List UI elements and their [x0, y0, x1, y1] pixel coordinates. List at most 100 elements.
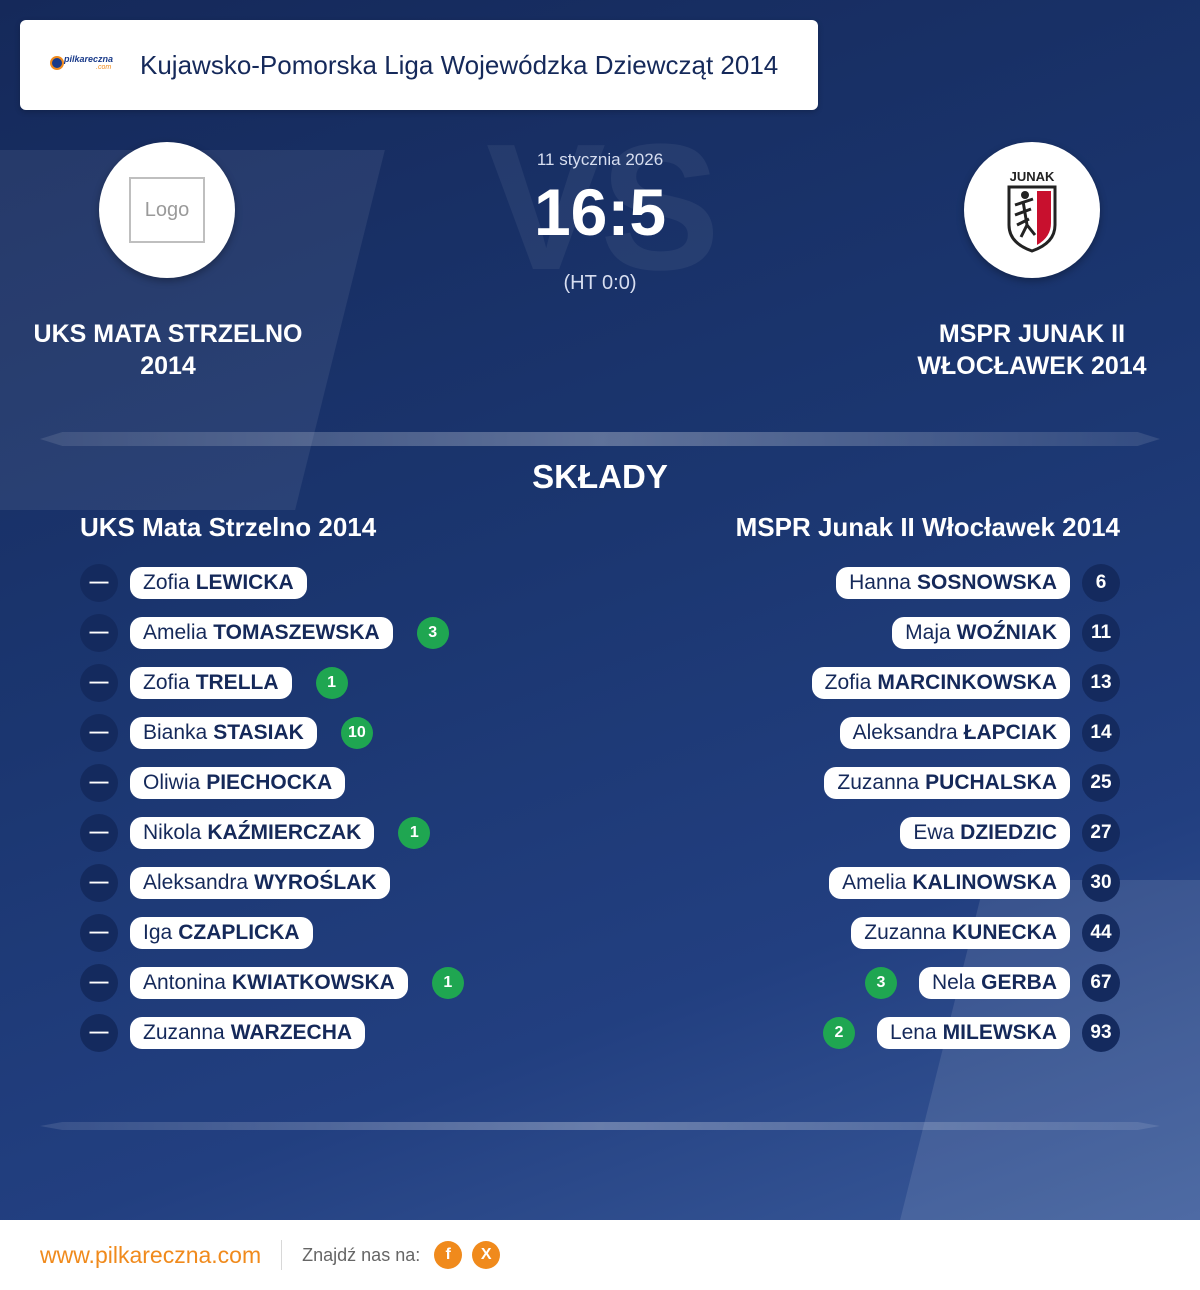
player-name: Amelia TOMASZEWSKA [130, 617, 393, 649]
player-name: Nela GERBA [918, 967, 1070, 999]
shirt-number-badge: 6 [1082, 564, 1120, 602]
junak-logo-text: JUNAK [1010, 169, 1055, 184]
shirt-number-badge: 25 [1082, 764, 1120, 802]
player-name: Nikola KAŹMIERCZAK [130, 817, 375, 849]
junak-crest-icon: JUNAK [1007, 169, 1057, 253]
league-title: Kujawsko-Pomorska Liga Wojewódzka Dziewc… [140, 49, 779, 80]
away-team-name: MSPR JUNAK II WŁOCŁAWEK 2014 [917, 320, 1147, 380]
shirt-number-badge: 67 [1082, 964, 1120, 1002]
player-row: — Zuzanna WARZECHA [80, 1008, 464, 1058]
home-lineup: — Zofia LEWICKA — Amelia TOMASZEWSKA 3— Zofia TR… [80, 558, 464, 1058]
player-name: Bianka STASIAK [130, 717, 317, 749]
player-first-name: Hanna [849, 571, 911, 594]
player-name: Zofia MARCINKOWSKA [811, 667, 1070, 699]
player-name: Antonina KWIATKOWSKA [130, 967, 408, 999]
player-name: Amelia KALINOWSKA [829, 867, 1070, 899]
final-score: 16:5 [533, 175, 667, 249]
away-lineup: Hanna SOSNOWSKA 6 Maja WOŹNIAK 11 Zofia MARCINK… [811, 558, 1120, 1058]
player-row: Hanna SOSNOWSKA 6 [812, 558, 1120, 608]
player-last-name: STASIAK [213, 721, 304, 744]
player-first-name: Lena [889, 1021, 937, 1044]
player-first-name: Amelia [842, 871, 907, 894]
away-lineup-title: MSPR Junak II Włocławek 2014 [735, 512, 1120, 542]
shirt-number-badge: — [80, 764, 118, 802]
player-last-name: SOSNOWSKA [916, 571, 1057, 594]
player-row: — Oliwia PIECHOCKA [80, 758, 464, 808]
goals-badge: 2 [822, 1017, 855, 1049]
x-icon[interactable]: X [472, 1241, 501, 1269]
brand-text: pilkareczna [64, 54, 114, 64]
player-last-name: MILEWSKA [942, 1021, 1057, 1044]
match-date: 11 stycznia 2026 [536, 150, 664, 169]
player-last-name: WARZECHA [230, 1021, 353, 1044]
player-first-name: Nela [931, 971, 976, 994]
shirt-number-badge: — [80, 1014, 118, 1052]
website-link[interactable]: www.pilkareczna.com [40, 1241, 262, 1268]
shirt-number-badge: — [80, 864, 118, 902]
player-row: Amelia KALINOWSKA 30 [812, 858, 1120, 908]
shirt-number-badge: 14 [1082, 714, 1120, 752]
player-first-name: Iga [143, 921, 173, 944]
vs-watermark: VS [485, 107, 720, 308]
player-name: Zofia TRELLA [130, 667, 292, 699]
player-first-name: Aleksandra [852, 721, 958, 744]
player-name: Aleksandra ŁAPCIAK [839, 717, 1070, 749]
player-name: Maja WOŹNIAK [892, 617, 1070, 649]
player-first-name: Zofia [143, 671, 190, 694]
player-row: — Zofia TRELLA 1 [80, 658, 464, 708]
player-first-name: Ewa [913, 821, 955, 844]
player-first-name: Maja [905, 621, 951, 644]
divider [40, 432, 1160, 446]
player-row: Zuzanna PUCHALSKA 25 [812, 758, 1120, 808]
brand-logo[interactable]: pilkareczna .com [50, 50, 120, 80]
goals-badge: 3 [864, 967, 897, 999]
player-last-name: KWIATKOWSKA [231, 971, 395, 994]
player-first-name: Zuzanna [837, 771, 920, 794]
footer-separator [281, 1240, 283, 1270]
brand-suffix: .com [96, 64, 112, 71]
shirt-number-badge: — [80, 614, 118, 652]
player-first-name: Aleksandra [143, 871, 249, 894]
facebook-icon[interactable]: f [434, 1241, 463, 1269]
player-row: — Bianka STASIAK 10 [80, 708, 464, 758]
player-last-name: WYROŚLAK [254, 871, 377, 894]
player-name: Hanna SOSNOWSKA [836, 567, 1070, 599]
shirt-number-badge: 13 [1082, 664, 1120, 702]
player-row: Maja WOŹNIAK 11 [812, 608, 1120, 658]
player-row: 3 Nela GERBA 67 [812, 958, 1120, 1008]
player-first-name: Amelia [143, 621, 208, 644]
player-first-name: Bianka [143, 721, 208, 744]
player-name: Zuzanna PUCHALSKA [824, 767, 1070, 799]
player-first-name: Zofia [824, 671, 872, 694]
player-row: Zuzanna KUNECKA 44 [812, 908, 1120, 958]
player-first-name: Antonina [143, 971, 226, 994]
player-row: Zofia MARCINKOWSKA 13 [811, 658, 1120, 708]
player-row: — Zofia LEWICKA [80, 558, 464, 608]
player-last-name: ŁAPCIAK [963, 721, 1057, 744]
player-last-name: KALINOWSKA [912, 871, 1057, 894]
home-lineup-title: UKS Mata Strzelno 2014 [80, 512, 377, 542]
shirt-number-badge: 44 [1082, 914, 1120, 952]
player-last-name: TOMASZEWSKA [213, 621, 380, 644]
halftime-score: (HT 0:0) [563, 272, 637, 294]
player-row: — Nikola KAŹMIERCZAK 1 [80, 808, 464, 858]
shirt-number-badge: 93 [1082, 1014, 1120, 1052]
player-last-name: KUNECKA [952, 921, 1057, 944]
divider [40, 1122, 1160, 1130]
shirt-number-badge: — [80, 664, 118, 702]
player-row: Ewa DZIEDZIC 27 [812, 808, 1120, 858]
shirt-number-badge: — [80, 964, 118, 1002]
handball-icon [50, 56, 64, 70]
player-last-name: PIECHOCKA [206, 771, 333, 794]
shirt-number-badge: 27 [1082, 814, 1120, 852]
goals-badge: 1 [315, 667, 348, 699]
player-row: — Aleksandra WYROŚLAK [80, 858, 464, 908]
player-row: — Iga CZAPLICKA [80, 908, 464, 958]
player-first-name: Zuzanna [864, 921, 946, 944]
shirt-number-badge: 11 [1082, 614, 1120, 652]
find-us-label: Znajdź nas na: [302, 1244, 421, 1265]
goals-badge: 10 [340, 717, 373, 749]
player-row: — Amelia TOMASZEWSKA 3 [80, 608, 464, 658]
player-last-name: KAŹMIERCZAK [207, 821, 362, 844]
away-team-logo: JUNAK [964, 142, 1100, 278]
